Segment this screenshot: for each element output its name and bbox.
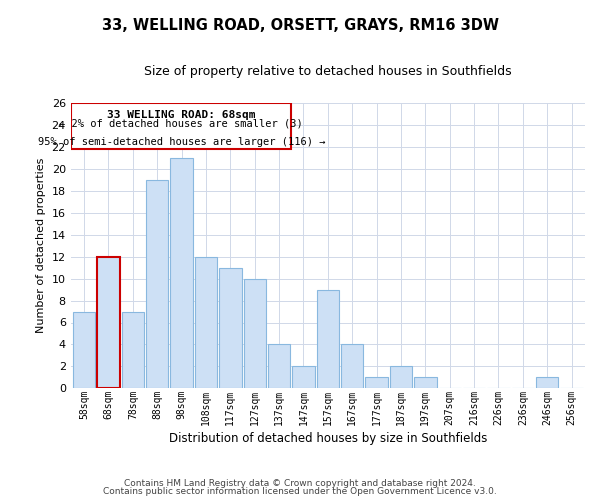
FancyBboxPatch shape xyxy=(71,103,291,149)
Bar xyxy=(292,366,314,388)
X-axis label: Distribution of detached houses by size in Southfields: Distribution of detached houses by size … xyxy=(169,432,487,445)
Bar xyxy=(219,268,242,388)
Text: ← 2% of detached houses are smaller (3): ← 2% of detached houses are smaller (3) xyxy=(59,118,303,128)
Bar xyxy=(536,378,559,388)
Bar xyxy=(390,366,412,388)
Bar xyxy=(146,180,169,388)
Text: Contains HM Land Registry data © Crown copyright and database right 2024.: Contains HM Land Registry data © Crown c… xyxy=(124,478,476,488)
Bar xyxy=(365,378,388,388)
Text: 33, WELLING ROAD, ORSETT, GRAYS, RM16 3DW: 33, WELLING ROAD, ORSETT, GRAYS, RM16 3D… xyxy=(101,18,499,32)
Bar xyxy=(195,256,217,388)
Title: Size of property relative to detached houses in Southfields: Size of property relative to detached ho… xyxy=(144,65,512,78)
Bar xyxy=(73,312,95,388)
Bar xyxy=(244,278,266,388)
Text: 33 WELLING ROAD: 68sqm: 33 WELLING ROAD: 68sqm xyxy=(107,110,256,120)
Bar xyxy=(341,344,364,389)
Bar xyxy=(97,256,119,388)
Text: 95% of semi-detached houses are larger (116) →: 95% of semi-detached houses are larger (… xyxy=(38,137,325,147)
Bar xyxy=(268,344,290,389)
Text: Contains public sector information licensed under the Open Government Licence v3: Contains public sector information licen… xyxy=(103,487,497,496)
Y-axis label: Number of detached properties: Number of detached properties xyxy=(36,158,46,334)
Bar xyxy=(317,290,339,388)
Bar xyxy=(170,158,193,388)
Bar xyxy=(122,312,144,388)
Bar xyxy=(414,378,437,388)
